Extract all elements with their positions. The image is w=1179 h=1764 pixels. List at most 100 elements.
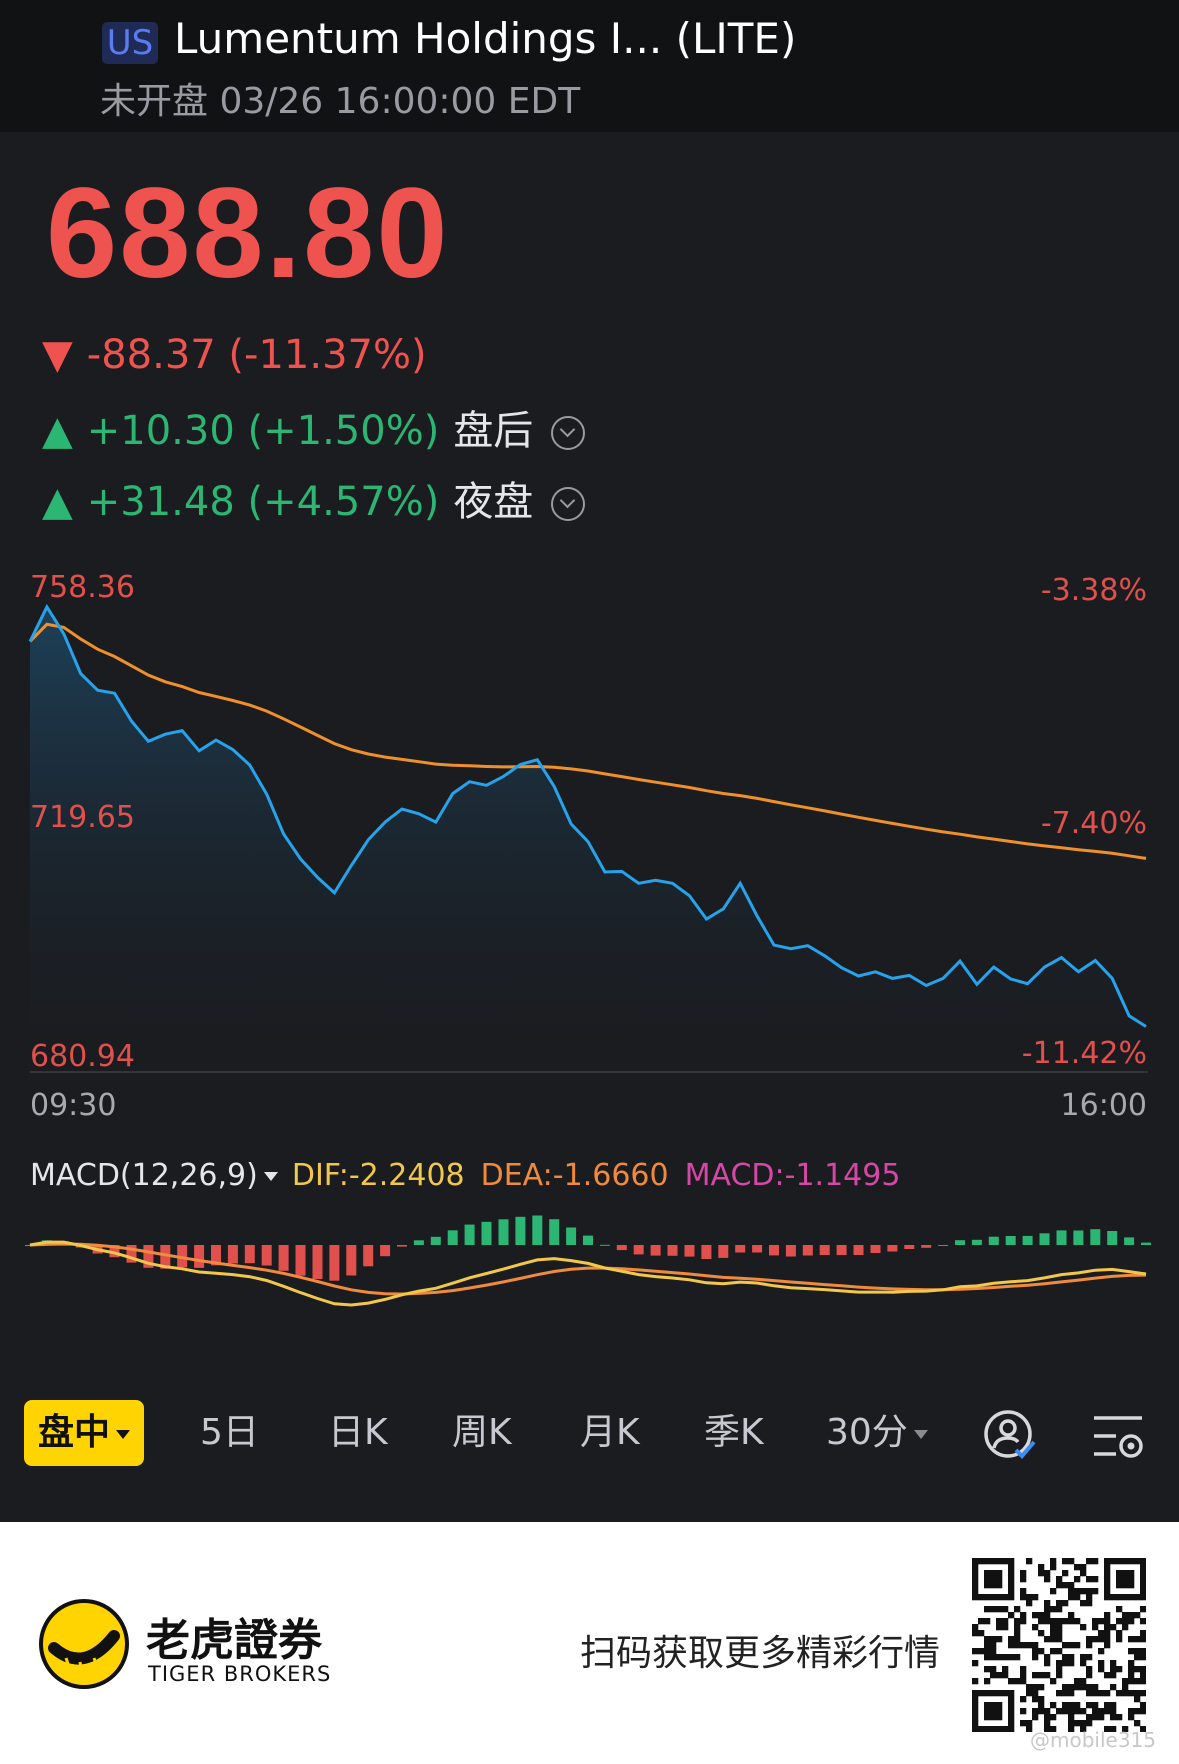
macd-bar — [549, 1219, 560, 1245]
macd-bar — [498, 1219, 509, 1245]
overnight-row[interactable]: ▲ +31.48 (+4.57%) 夜盘 — [42, 469, 586, 527]
macd-bar — [1124, 1237, 1135, 1245]
market-status: 未开盘 03/26 16:00:00 EDT — [100, 81, 581, 122]
tab-monthly-k[interactable]: 月K — [580, 1412, 640, 1453]
tab-quarterly-k[interactable]: 季K — [704, 1412, 764, 1453]
pct-axis-mid: -7.40% — [1040, 806, 1147, 841]
macd-bar — [25, 1245, 35, 1246]
macd-bar — [413, 1240, 424, 1245]
macd-bar — [921, 1245, 932, 1248]
price-line — [28, 603, 1147, 1028]
macd-bar — [295, 1245, 306, 1276]
macd-bar — [278, 1245, 289, 1271]
macd-bar — [447, 1230, 458, 1245]
qr-code-icon — [972, 1558, 1146, 1732]
macd-bar — [109, 1245, 120, 1258]
day-change: -88.37 (-11.37%) — [86, 332, 427, 378]
tab-5-day[interactable]: 5日 — [200, 1412, 259, 1453]
macd-bar — [971, 1239, 982, 1245]
macd-bar — [312, 1245, 323, 1279]
macd-bar — [227, 1245, 238, 1264]
pct-axis-low: -11.42% — [1021, 1036, 1147, 1071]
dea-line — [29, 1242, 1147, 1296]
macd-bar — [397, 1245, 407, 1247]
macd-bar — [464, 1224, 475, 1245]
macd-bar — [701, 1245, 712, 1259]
macd-bar — [870, 1245, 881, 1253]
last-price: 688.80 — [46, 162, 450, 305]
time-end: 16:00 — [1060, 1088, 1147, 1123]
macd-bar — [261, 1245, 272, 1266]
average-price-line — [28, 622, 1147, 860]
tab-30-minute-label: 30分 — [826, 1412, 908, 1453]
macd-bar — [735, 1245, 746, 1253]
macd-bar — [633, 1245, 644, 1255]
macd-bar — [1141, 1242, 1151, 1245]
tab-weekly-k[interactable]: 周K — [452, 1412, 512, 1453]
tab-30-minute[interactable]: 30分 — [826, 1400, 928, 1466]
chevron-down-icon[interactable] — [551, 416, 586, 450]
macd-bar — [532, 1215, 543, 1245]
macd-bar — [481, 1221, 492, 1245]
tab-daily-k[interactable]: 日K — [328, 1412, 388, 1453]
macd-bar — [1056, 1230, 1067, 1245]
up-arrow-icon: ▲ — [42, 479, 73, 525]
macd-bar — [244, 1245, 255, 1264]
macd-bar — [1073, 1230, 1084, 1245]
qr-slogan: 扫码获取更多精彩行情 — [580, 1633, 941, 1674]
macd-bar — [650, 1245, 661, 1256]
macd-histogram — [25, 1215, 1151, 1281]
macd-header[interactable]: MACD(12,26,9) DIF:-2.2408 DEA:-1.6660 MACD:… — [30, 1158, 900, 1193]
macd-bar — [667, 1245, 678, 1256]
after-hours-row[interactable]: ▲ +10.30 (+1.50%) 盘后 — [42, 398, 586, 456]
settings-sliders-icon[interactable] — [1090, 1410, 1146, 1462]
macd-bar — [599, 1244, 610, 1246]
macd-dif-value: DIF:-2.2408 — [291, 1158, 465, 1193]
macd-bar — [887, 1245, 898, 1252]
tiger-brokers-logo-icon — [39, 1599, 129, 1689]
y-axis-mid: 719.65 — [30, 800, 135, 835]
macd-bar — [583, 1235, 593, 1245]
macd-bar — [329, 1245, 340, 1281]
time-start: 09:30 — [30, 1088, 117, 1123]
dif-line — [29, 1240, 1147, 1307]
stock-title[interactable]: Lumentum Holdings I... (LITE) — [174, 14, 797, 63]
macd-bar — [752, 1245, 763, 1253]
tab-intraday-label: 盘中 — [38, 1412, 111, 1453]
up-arrow-icon: ▲ — [42, 408, 73, 454]
macd-bar — [143, 1245, 154, 1268]
macd-bar — [718, 1245, 729, 1258]
caret-down-icon — [116, 1429, 131, 1439]
macd-bar — [1090, 1229, 1101, 1245]
tab-intraday[interactable]: 盘中 — [24, 1400, 145, 1466]
macd-bar — [126, 1245, 137, 1263]
macd-bar — [194, 1245, 205, 1268]
macd-bar — [819, 1245, 830, 1255]
macd-bar — [346, 1245, 357, 1276]
market-badge: US — [102, 22, 158, 64]
macd-bar — [160, 1245, 171, 1269]
macd-bar — [955, 1240, 965, 1245]
macd-bar — [363, 1245, 374, 1267]
macd-bar — [1107, 1231, 1118, 1245]
macd-bar — [1005, 1236, 1016, 1245]
macd-bar — [430, 1236, 441, 1245]
period-tabs: 盘中 5日 日K 周K 月K 季K 30分 — [0, 1400, 1179, 1470]
caret-down-icon[interactable] — [263, 1172, 278, 1181]
macd-bar — [211, 1245, 221, 1266]
pct-axis-high: -3.38% — [1040, 573, 1147, 608]
chevron-down-icon[interactable] — [551, 487, 586, 521]
macd-dea-value: DEA:-1.6660 — [480, 1158, 669, 1193]
macd-bar — [904, 1245, 915, 1249]
y-axis-high: 758.36 — [30, 570, 135, 605]
user-check-icon[interactable] — [982, 1408, 1038, 1464]
intraday-chart[interactable] — [0, 0, 1179, 1400]
macd-bar — [853, 1245, 864, 1255]
watermark: @mobile315 — [1030, 1728, 1157, 1752]
footer-banner: 老虎證券 TIGER BROKERS 扫码获取更多精彩行情 @mobile315 — [0, 1522, 1179, 1764]
macd-bar — [785, 1245, 796, 1257]
macd-indicator-name[interactable]: MACD(12,26,9) — [30, 1158, 258, 1193]
macd-bar — [938, 1245, 949, 1246]
macd-bar — [380, 1245, 391, 1257]
day-change-row: ▼ -88.37 (-11.37%) — [42, 332, 427, 378]
